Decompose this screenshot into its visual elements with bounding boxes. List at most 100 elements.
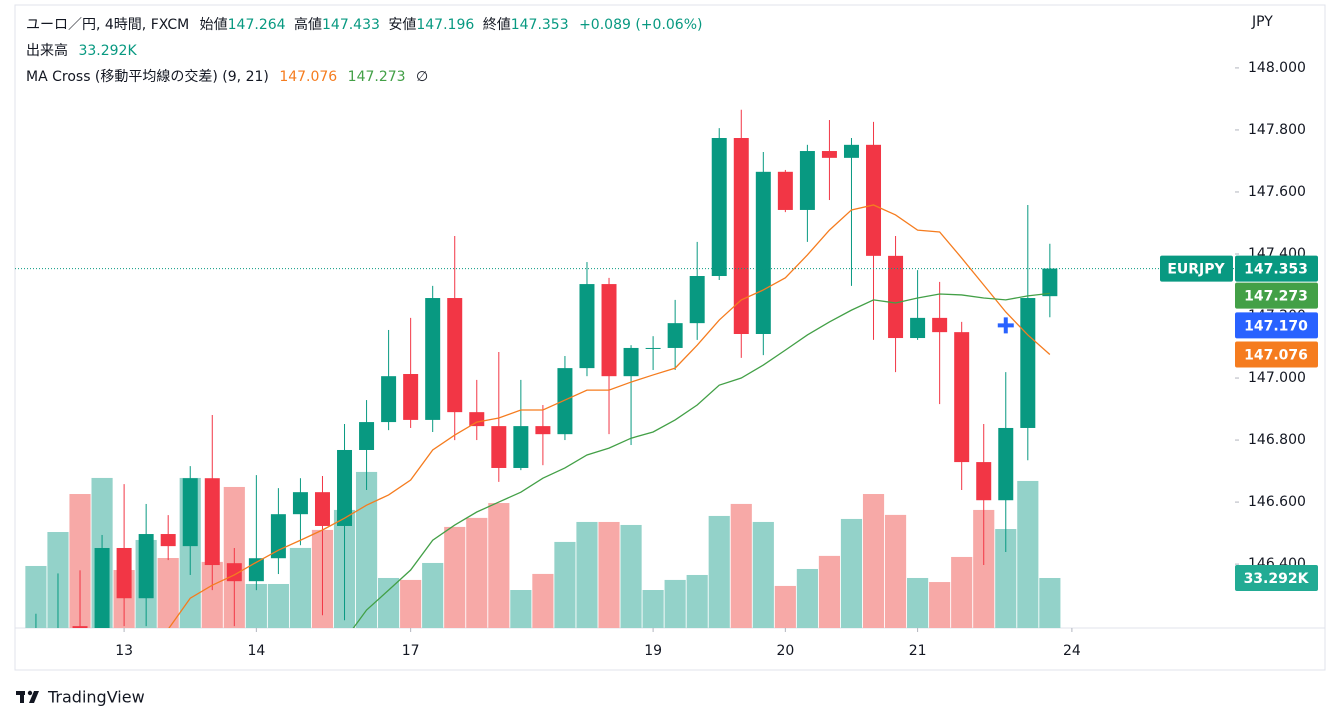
volume-bar	[598, 521, 620, 628]
brand-logo	[16, 690, 39, 703]
candle-body	[447, 298, 463, 413]
candle-body	[1042, 268, 1058, 297]
candle-body	[976, 462, 992, 501]
candle-body	[843, 144, 859, 158]
volume-bar	[973, 509, 995, 628]
moving-average-line	[352, 292, 1050, 628]
candle-body	[954, 332, 970, 463]
candle-body	[910, 317, 926, 339]
candle-body	[799, 151, 815, 210]
ma-fast-tag	[1235, 341, 1318, 368]
change: +0.089 (+0.06%)	[579, 17, 702, 33]
candle-body	[579, 284, 595, 369]
low-value: 147.196	[416, 17, 474, 33]
title: ユーロ／円, 4時間, FXCM	[26, 17, 189, 33]
x-tick-label: 24	[1063, 643, 1081, 659]
header-line-1: ユーロ／円, 4時間, FXCM 始値147.264 高値147.433 安値1…	[26, 16, 702, 33]
volume-bar	[355, 471, 378, 628]
volume-bar	[664, 579, 686, 628]
candle-body	[337, 449, 353, 526]
volume-bar	[289, 547, 312, 628]
ohlc-label: 安値	[388, 17, 416, 33]
candle-body	[535, 426, 551, 435]
candle-body	[270, 514, 286, 559]
candle-body	[821, 151, 837, 158]
y-tick-label: 147.800	[1248, 122, 1306, 138]
last-price-tag	[1235, 255, 1318, 282]
y-tick-label: 148.000	[1248, 60, 1306, 76]
x-tick-label: 21	[909, 643, 927, 659]
candle-body	[314, 492, 330, 526]
ohlc-label: 始値	[200, 17, 228, 33]
candle-body	[998, 427, 1014, 501]
volume-value: 33.292K	[78, 43, 137, 59]
candle-body	[733, 138, 749, 335]
volume-bar	[1017, 480, 1039, 628]
ma-fast-tag-label: 147.076	[1244, 347, 1308, 363]
candle-body	[138, 534, 154, 599]
close-value: 147.353	[511, 17, 569, 33]
candle-body	[932, 317, 948, 333]
volume-bar	[708, 515, 730, 628]
candle-body	[491, 426, 507, 468]
volume-bar	[840, 518, 863, 628]
volume-bar	[752, 521, 774, 628]
ma-slow-tag-label: 147.273	[1244, 289, 1308, 305]
volume-bar	[862, 494, 885, 628]
moving-average-line	[168, 204, 1051, 628]
volume-bar	[488, 503, 510, 628]
volume-bar	[1039, 577, 1061, 628]
candle-body	[403, 374, 419, 420]
high-value: 147.433	[322, 17, 380, 33]
volume-bar	[157, 558, 179, 628]
ohlc-label: 高値	[294, 16, 322, 33]
volume-bar	[642, 589, 664, 628]
candle-body	[755, 171, 771, 335]
candle-body	[777, 171, 793, 210]
last-price-tag-label: 147.353	[1244, 262, 1308, 278]
logo-part	[27, 690, 33, 696]
ma-slow-value: 147.273	[348, 69, 406, 85]
volume-title: 出来高	[26, 42, 68, 59]
open-value: 147.264	[228, 17, 286, 33]
volume-bar	[796, 568, 818, 628]
candle-body	[469, 412, 485, 427]
cross-marker	[997, 317, 1014, 334]
candle-body	[425, 298, 441, 420]
candle-body	[601, 284, 617, 377]
volume-bar	[510, 589, 532, 628]
volume-bar	[884, 514, 907, 628]
ma-slow-tag	[1235, 282, 1318, 309]
candle-body	[888, 255, 904, 339]
candle-body	[557, 368, 573, 435]
candle-body	[28, 632, 43, 641]
candle-body	[513, 426, 529, 468]
volume-bar	[576, 521, 598, 628]
y-tick-label: 147.000	[1248, 370, 1306, 386]
volume-bar	[400, 579, 422, 628]
header-line-2: 出来高 33.292K	[26, 42, 137, 59]
volume-bar	[25, 565, 47, 628]
volume-bar	[818, 555, 841, 628]
volume-bar	[532, 573, 554, 628]
volume-bar	[444, 526, 466, 628]
brand: TradingView	[47, 688, 145, 707]
volume-bar	[245, 583, 267, 628]
candle-body	[116, 547, 132, 599]
volume-bar	[774, 585, 796, 628]
y-tick-label: 146.600	[1248, 494, 1306, 510]
volume-bar	[951, 556, 973, 628]
indicator-icon: ∅	[416, 69, 428, 85]
y-tick-label: 146.800	[1248, 432, 1306, 448]
volume-bar	[422, 562, 444, 628]
volume-bar	[620, 524, 642, 628]
x-tick-label: 13	[115, 643, 133, 659]
ma-fast-value: 147.076	[279, 69, 337, 85]
symbol-tag	[1160, 255, 1233, 282]
candle-body	[623, 347, 639, 377]
price-tags: EURJPY 147.353 147.273 147.170 147.076 33.292…	[1160, 255, 1318, 591]
x-tick-label: 14	[247, 643, 265, 659]
x-tick-label: 19	[644, 643, 662, 659]
candle-body	[1020, 298, 1036, 428]
